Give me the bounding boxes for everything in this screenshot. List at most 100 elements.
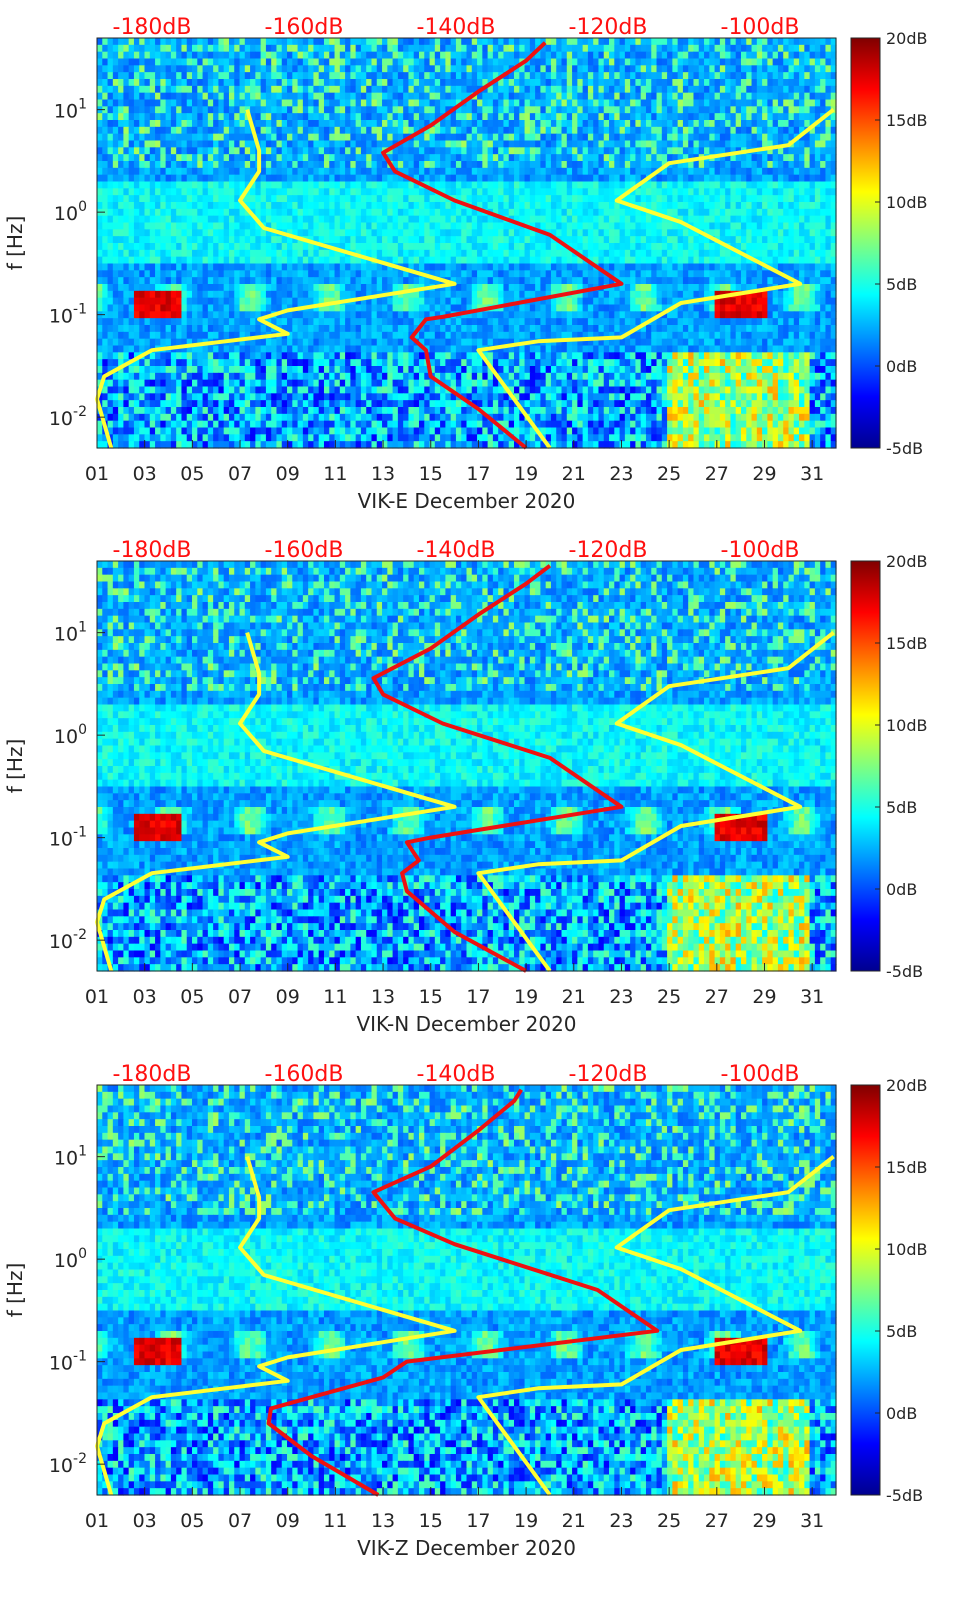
x-tick-label: 17 <box>466 986 490 1008</box>
series-line-1 <box>476 108 835 450</box>
x-tick-label: 17 <box>466 463 490 485</box>
y-tick-label: 10-1 <box>49 302 87 328</box>
top-db-label: -160dB <box>265 1062 344 1087</box>
colorbar-tick-label: 0dB <box>886 880 917 899</box>
top-db-label: -140dB <box>417 1062 496 1087</box>
colorbar-tick-label: 20dB <box>886 552 928 571</box>
top-db-label: -120dB <box>569 15 648 40</box>
colorbar <box>850 1084 881 1496</box>
panel-1: 01 03 05 07 09 11 13 15 17 19 21 23 25 27 29 31 10-2 10-1… <box>3 538 928 1036</box>
x-tick-label: 03 <box>133 986 157 1008</box>
x-tick-label: 21 <box>562 986 586 1008</box>
top-db-label: -120dB <box>569 538 648 563</box>
colorbar-tick-label: 10dB <box>886 193 928 212</box>
x-tick-label: 19 <box>514 1510 538 1532</box>
colorbar-tick-label: 15dB <box>886 1158 928 1177</box>
y-tick-label: 10-1 <box>49 1349 87 1375</box>
axes-frame <box>96 560 837 972</box>
series-line-2 <box>266 1088 660 1497</box>
top-db-label: -140dB <box>417 538 496 563</box>
x-tick-label: 31 <box>800 1510 824 1532</box>
x-tick-label: 23 <box>609 986 633 1008</box>
x-tick-label: 01 <box>85 986 109 1008</box>
x-tick-label: 11 <box>323 1510 347 1532</box>
y-tick-label: 10-2 <box>49 927 87 953</box>
top-db-label: -180dB <box>113 538 192 563</box>
colorbar <box>850 37 881 449</box>
series-line-2 <box>371 564 624 973</box>
x-tick-label: 13 <box>371 463 395 485</box>
x-tick-label: 15 <box>419 986 443 1008</box>
series-line-2 <box>381 41 624 450</box>
x-tick-label: 05 <box>180 986 204 1008</box>
x-tick-label: 29 <box>752 986 776 1008</box>
x-tick-label: 31 <box>800 463 824 485</box>
y-tick-label: 100 <box>54 722 87 748</box>
y-tick-label: 101 <box>54 97 87 123</box>
x-tick-label: 11 <box>323 463 347 485</box>
y-tick-label: 101 <box>54 1144 87 1170</box>
series-line-0 <box>95 109 457 449</box>
x-tick-label: 31 <box>800 986 824 1008</box>
top-db-label: -180dB <box>113 15 192 40</box>
x-tick-label: 29 <box>752 1510 776 1532</box>
series-line-0 <box>95 632 457 972</box>
x-tick-label: 25 <box>657 463 681 485</box>
x-tick-label: 09 <box>276 1510 300 1532</box>
series-line-0 <box>95 1156 457 1496</box>
series-line-1 <box>476 1155 835 1497</box>
panel-2: 01 03 05 07 09 11 13 15 17 19 21 23 25 27 29 31 10-2 10-1… <box>3 1062 928 1560</box>
y-axis-label: f [Hz] <box>3 739 27 794</box>
spectrogram-cells <box>97 561 837 972</box>
x-tick-label: 15 <box>419 1510 443 1532</box>
panels: 01 03 05 07 09 11 13 15 17 19 21 23 25 27 29 31 10-2 10-1… <box>3 15 928 1560</box>
spectrogram-cells <box>97 1085 837 1496</box>
y-tick-label: 100 <box>54 1246 87 1272</box>
colorbar-tick-label: 20dB <box>886 1076 928 1095</box>
top-db-label: -140dB <box>417 15 496 40</box>
x-tick-label: 03 <box>133 1510 157 1532</box>
colorbar-tick-label: 10dB <box>886 716 928 735</box>
x-tick-label: 27 <box>705 1510 729 1532</box>
x-axis-label: VIK-Z December 2020 <box>357 1536 576 1560</box>
y-tick-label: 101 <box>54 620 87 646</box>
y-axis-label: f [Hz] <box>3 1263 27 1318</box>
colorbar-tick-label: -5dB <box>886 962 923 981</box>
top-db-label: -100dB <box>721 15 800 40</box>
x-tick-label: 01 <box>85 463 109 485</box>
x-tick-label: 13 <box>371 986 395 1008</box>
series-line-1 <box>476 631 835 973</box>
x-tick-label: 15 <box>419 463 443 485</box>
top-db-label: -100dB <box>721 538 800 563</box>
x-tick-label: 07 <box>228 1510 252 1532</box>
colorbar-tick-label: 5dB <box>886 798 917 817</box>
colorbar-tick-label: 5dB <box>886 1322 917 1341</box>
colorbar-tick-label: 5dB <box>886 275 917 294</box>
x-tick-label: 09 <box>276 986 300 1008</box>
x-axis-label: VIK-E December 2020 <box>358 489 576 513</box>
top-db-label: -180dB <box>113 1062 192 1087</box>
x-tick-label: 11 <box>323 986 347 1008</box>
y-tick-label: 10-2 <box>49 404 87 430</box>
x-tick-label: 09 <box>276 463 300 485</box>
top-db-label: -160dB <box>265 538 344 563</box>
colorbar-tick-label: 15dB <box>886 634 928 653</box>
colorbar-tick-label: -5dB <box>886 1486 923 1505</box>
colorbar-tick-label: 20dB <box>886 29 928 48</box>
x-tick-label: 13 <box>371 1510 395 1532</box>
x-tick-label: 25 <box>657 986 681 1008</box>
colorbar-tick-label: 0dB <box>886 357 917 376</box>
colorbar-tick-label: -5dB <box>886 439 923 458</box>
axes-frame <box>96 37 837 449</box>
y-tick-label: 100 <box>54 199 87 225</box>
x-tick-label: 01 <box>85 1510 109 1532</box>
x-tick-label: 25 <box>657 1510 681 1532</box>
x-tick-label: 27 <box>705 463 729 485</box>
x-tick-label: 29 <box>752 463 776 485</box>
top-db-label: -160dB <box>265 15 344 40</box>
top-db-label: -120dB <box>569 1062 648 1087</box>
panel-0: 01 03 05 07 09 11 13 15 17 19 21 23 25 27 29 31 10-2 10-1… <box>3 15 928 513</box>
spectrogram-cells <box>97 38 837 449</box>
y-tick-label: 10-2 <box>49 1451 87 1477</box>
